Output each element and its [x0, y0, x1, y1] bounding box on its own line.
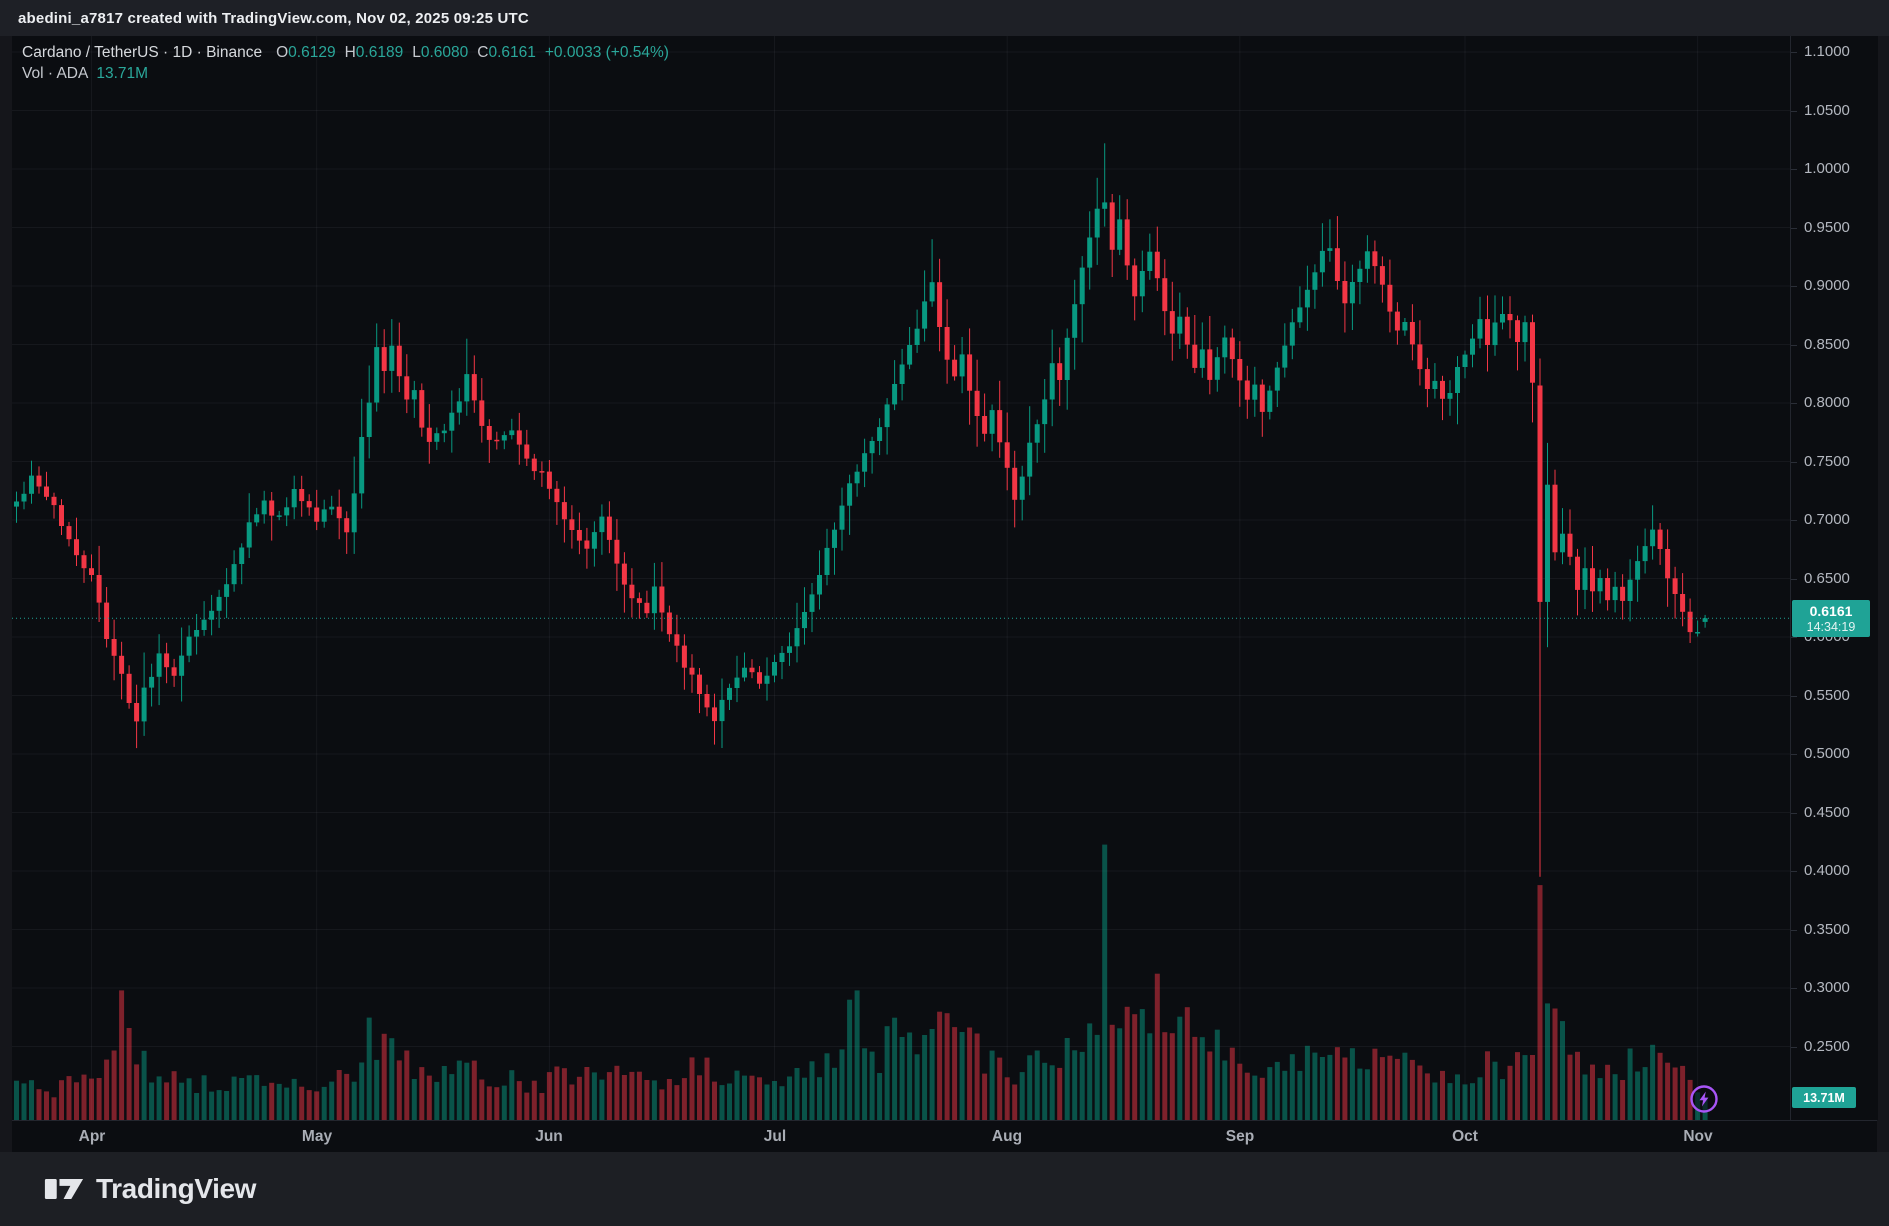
change-value: +0.0033 (+0.54%): [544, 43, 669, 61]
tradingview-logo-icon: [44, 1179, 84, 1199]
last-volume-badge: 13.71M: [1792, 1087, 1856, 1108]
volume-legend-value: 13.71M: [96, 64, 149, 82]
symbol-title[interactable]: Cardano / TetherUS · 1D · Binance: [22, 43, 263, 61]
lightning-icon: [1690, 1085, 1718, 1113]
price-tick-label: 0.3500: [1791, 921, 1850, 938]
time-tick-label: Sep: [1225, 1128, 1255, 1145]
open-value: 0.6129: [288, 43, 336, 61]
price-tick-label: 0.5500: [1791, 687, 1850, 704]
volume-legend-label: Vol · ADA: [22, 64, 89, 82]
time-scale[interactable]: Apr May Jun Jul Aug Sep Oct Nov: [12, 1120, 1877, 1153]
last-price-value: 0.6161: [1809, 603, 1853, 619]
time-tick-label: Oct: [1452, 1128, 1478, 1145]
time-tick-label: Nov: [1683, 1128, 1713, 1145]
last-price-badge: 0.6161 14:34:19: [1792, 600, 1870, 637]
price-tick-label: 0.8000: [1791, 394, 1850, 411]
low-label: L: [412, 43, 421, 61]
tradingview-logo[interactable]: TradingView: [44, 1169, 256, 1209]
close-value: 0.6161: [488, 43, 536, 61]
price-tick-label: 1.1000: [1791, 43, 1850, 60]
open-label: O: [276, 43, 289, 61]
price-tick-label: 0.6500: [1791, 570, 1850, 587]
chart-legend: Cardano / TetherUS · 1D · Binance O 0.612…: [22, 42, 669, 84]
price-scale[interactable]: 1.1000 1.0500 1.0000 0.9500 0.9000 0.8500 0.80…: [1790, 36, 1878, 1120]
close-label: C: [477, 43, 489, 61]
last-volume-value: 13.71M: [1803, 1090, 1845, 1105]
volume-bars: [14, 844, 1708, 1120]
time-tick-label: Jun: [535, 1128, 563, 1145]
time-tick-label: Aug: [991, 1128, 1023, 1145]
tradingview-logo-text: TradingView: [96, 1173, 257, 1204]
grid-lines: [12, 36, 1790, 1120]
price-tick-label: 0.9500: [1791, 219, 1850, 236]
price-tick-label: 1.0000: [1791, 160, 1850, 177]
price-tick-label: 0.7000: [1791, 511, 1850, 528]
footer-strip: TradingView: [0, 1152, 1889, 1226]
bar-countdown: 14:34:19: [1806, 620, 1856, 634]
attribution-text: abedini_a7817 created with TradingView.c…: [18, 9, 529, 27]
price-tick-label: 0.7500: [1791, 453, 1850, 470]
symbol-legend-row: Cardano / TetherUS · 1D · Binance O 0.612…: [22, 42, 669, 63]
price-tick-label: 1.0500: [1791, 102, 1850, 119]
chart-canvas[interactable]: [12, 36, 1790, 1120]
high-label: H: [344, 43, 356, 61]
time-tick-label: Jul: [763, 1128, 787, 1145]
price-tick-label: 0.9000: [1791, 277, 1850, 294]
price-tick-label: 0.8500: [1791, 336, 1850, 353]
low-value: 0.6080: [420, 43, 469, 61]
price-tick-label: 0.5000: [1791, 745, 1850, 762]
price-tick-label: 0.4000: [1791, 862, 1850, 879]
price-tick-label: 0.2500: [1791, 1038, 1850, 1055]
candles: [14, 143, 1708, 877]
time-tick-label: Apr: [78, 1128, 106, 1145]
high-value: 0.6189: [355, 43, 404, 61]
time-tick-label: May: [301, 1128, 333, 1145]
attribution-bar: abedini_a7817 created with TradingView.c…: [0, 0, 1889, 36]
price-tick-label: 0.4500: [1791, 804, 1850, 821]
boost-button[interactable]: [1689, 1084, 1719, 1114]
volume-legend-row: Vol · ADA 13.71M: [22, 63, 669, 84]
price-tick-label: 0.3000: [1791, 979, 1850, 996]
chart-widget: Cardano / TetherUS · 1D · Binance O 0.612…: [12, 36, 1878, 1153]
